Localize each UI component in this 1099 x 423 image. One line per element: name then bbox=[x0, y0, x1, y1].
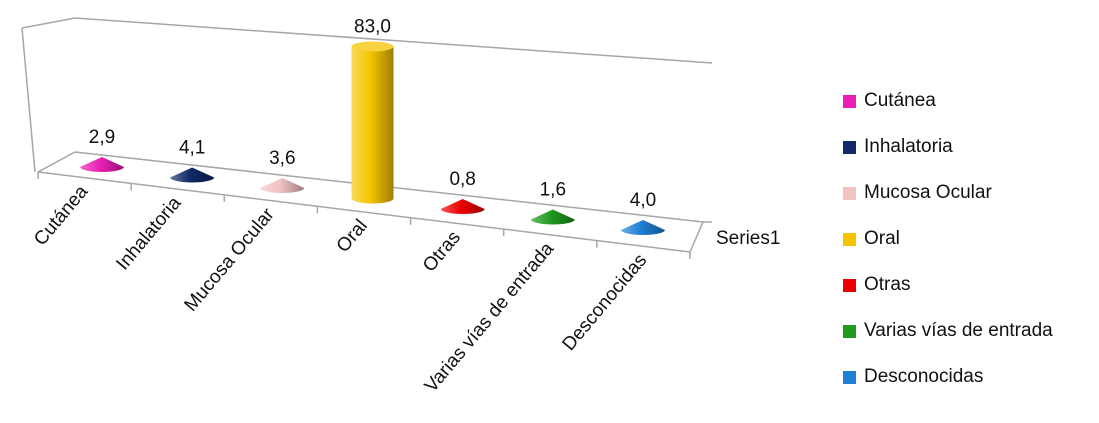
value-label-3: 83,0 bbox=[354, 17, 391, 38]
cone-body bbox=[530, 209, 575, 225]
cone-body bbox=[621, 220, 665, 235]
legend-swatch bbox=[843, 94, 856, 108]
value-label-6: 4,0 bbox=[630, 190, 656, 211]
bar-body bbox=[351, 46, 394, 204]
legend-item: Varias vías de entrada bbox=[843, 308, 1093, 354]
legend-item: Inhalatoria bbox=[843, 124, 1093, 170]
legend-item: Desconocidas bbox=[843, 354, 1093, 400]
legend-swatch bbox=[843, 140, 856, 154]
category-label-1: Inhalatoria bbox=[112, 193, 185, 275]
legend-label: Mucosa Ocular bbox=[864, 182, 992, 203]
value-label-1: 4,1 bbox=[179, 138, 205, 159]
category-label-6: Desconocidas bbox=[558, 250, 651, 355]
cone-body bbox=[260, 178, 305, 194]
floor-front-edge bbox=[37, 171, 691, 253]
legend-label: Oral bbox=[864, 228, 900, 249]
legend-swatch bbox=[843, 324, 856, 338]
value-label-2: 3,6 bbox=[269, 148, 295, 169]
legend-swatch bbox=[843, 278, 856, 292]
value-labels: 2,9 4,1 3,6 83,0 0,8 1,6 4,0 bbox=[89, 17, 656, 212]
bar-top bbox=[351, 41, 394, 52]
floor-back-edge bbox=[37, 151, 76, 173]
value-label-4: 0,8 bbox=[449, 169, 475, 190]
bar-3 bbox=[351, 41, 394, 204]
back-wall-edge bbox=[21, 17, 713, 64]
floor-right-edge bbox=[689, 221, 704, 253]
legend-label: Cutánea bbox=[864, 90, 936, 111]
value-label-0: 2,9 bbox=[89, 127, 115, 148]
legend-item: Otras bbox=[843, 262, 1093, 308]
legend-swatch bbox=[843, 370, 856, 384]
bar-1 bbox=[170, 167, 215, 183]
x-axis-ticks bbox=[37, 172, 691, 259]
bar-0 bbox=[80, 157, 124, 172]
legend-swatch bbox=[843, 232, 856, 246]
chart-legend: Cutánea Inhalatoria Mucosa Ocular Oral Otras… bbox=[843, 78, 1093, 400]
legend-label: Inhalatoria bbox=[864, 136, 953, 157]
category-label-4: Otras bbox=[419, 227, 465, 276]
legend-item: Oral bbox=[843, 216, 1093, 262]
value-label-5: 1,6 bbox=[540, 180, 566, 201]
legend-label: Otras bbox=[864, 274, 911, 295]
left-wall-edge bbox=[21, 27, 36, 173]
legend-item: Mucosa Ocular bbox=[843, 170, 1093, 216]
legend-swatch bbox=[843, 186, 856, 200]
cone-body bbox=[80, 157, 124, 172]
category-label-0: Cutánea bbox=[30, 181, 93, 250]
legend-item: Cutánea bbox=[843, 78, 1093, 124]
bar-4 bbox=[440, 199, 485, 214]
legend-label: Desconocidas bbox=[864, 366, 984, 387]
legend-label: Varias vías de entrada bbox=[864, 320, 1053, 341]
cone-body bbox=[440, 199, 485, 214]
depth-axis-label: Series1 bbox=[716, 228, 780, 249]
category-label-2: Mucosa Ocular bbox=[180, 204, 279, 316]
bar-5 bbox=[530, 209, 575, 225]
bar-2 bbox=[260, 178, 305, 194]
category-label-3: Oral bbox=[333, 216, 372, 257]
bar-6 bbox=[621, 220, 665, 235]
cone-body bbox=[170, 167, 215, 183]
chart-marks bbox=[80, 41, 665, 235]
